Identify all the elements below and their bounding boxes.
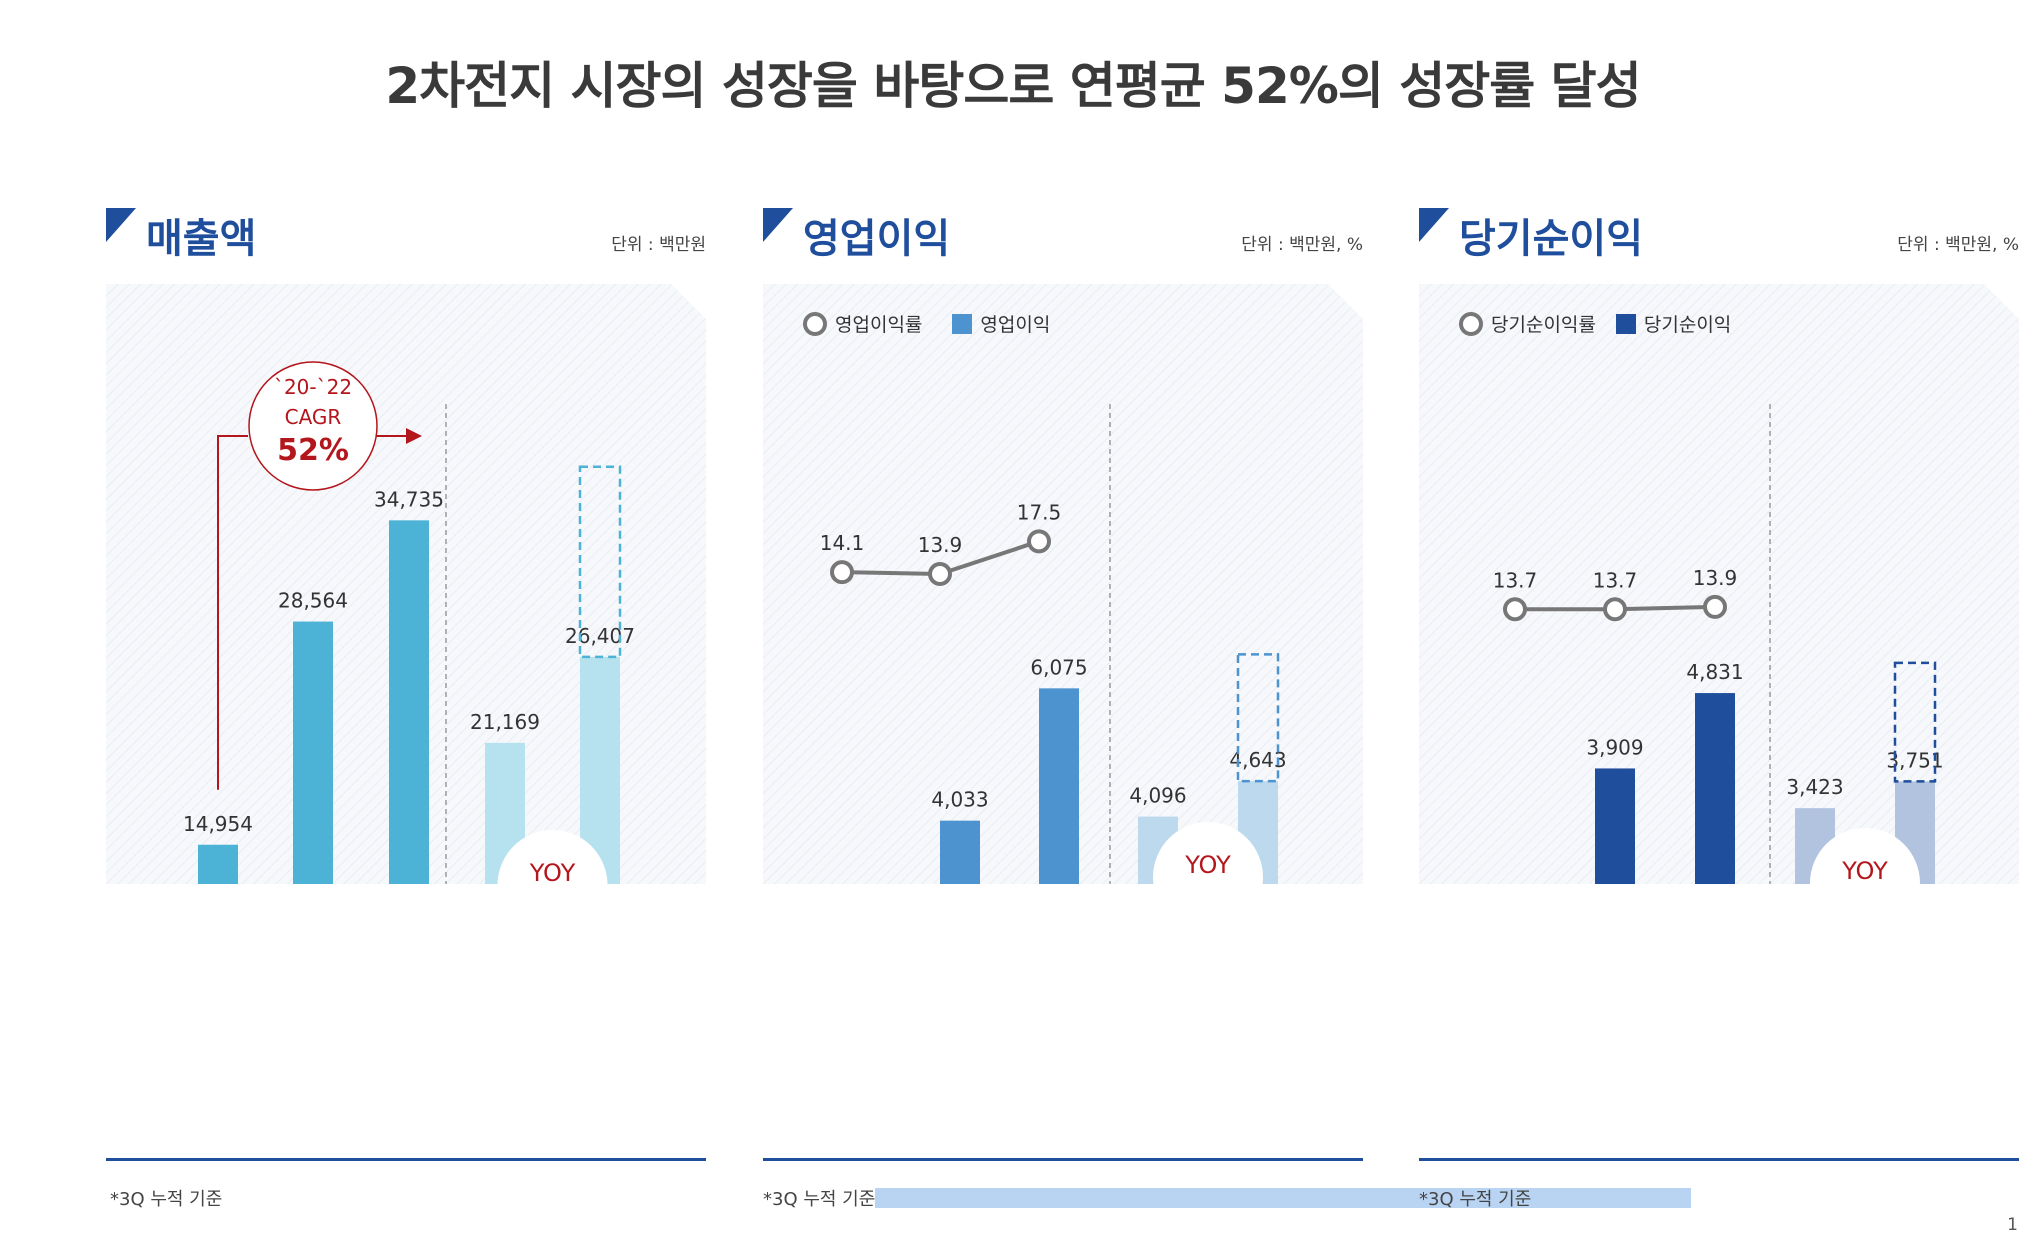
cagr-arrow-icon	[406, 428, 422, 444]
bottom-rule	[763, 1158, 1363, 1161]
legend-line-label: 당기순이익률	[1491, 314, 1596, 336]
margin-label: 13.7	[1593, 568, 1638, 592]
data-label: 3,909	[1586, 735, 1643, 759]
projected-box	[1893, 661, 1937, 783]
margin-point	[1503, 597, 1527, 622]
legend: 영업이익률 영업이익	[803, 310, 1050, 337]
bar-2021	[940, 820, 980, 884]
net-income-chart: 2,05020203,90920214,83120223,4232022.3Q3…	[1493, 404, 1944, 884]
net-income-title: 당기순이익	[1459, 216, 1643, 262]
data-label: 4,831	[1686, 660, 1743, 684]
legend-bar-label: 당기순이익	[1643, 314, 1732, 336]
operating-profit-unit: 단위 : 백만원, %	[1241, 235, 1363, 255]
yoy-label: YOY	[1184, 851, 1231, 879]
cagr-value: 52%	[277, 433, 349, 468]
yoy-badge	[1810, 828, 1920, 884]
data-label: 6,075	[1030, 655, 1087, 679]
chart-background	[1419, 284, 2019, 884]
margin-label: 13.9	[918, 533, 963, 557]
cagr-period: `20-`22	[274, 375, 352, 399]
margin-label: 13.7	[1493, 568, 1538, 592]
legend-line-icon	[803, 311, 827, 336]
cagr-connector	[217, 435, 248, 790]
bar-2022	[1695, 693, 1735, 884]
data-label: 21,169	[470, 710, 540, 734]
margin-label: 14.1	[820, 531, 865, 555]
revenue-note: *3Q 누적 기준	[110, 1189, 223, 1210]
page-title: 2차전지 시장의 성장을 바탕으로 연평균 52%의 성장률 달성	[385, 57, 1641, 115]
bar-2021	[1595, 768, 1635, 884]
margin-point	[1603, 597, 1627, 622]
bottom-rule	[1419, 1158, 2019, 1161]
net-income-panel: 당기순이익 단위 : 백만원, % 당기순이익률 당기순이익 2,0502020…	[1419, 200, 2019, 1190]
data-label: 4,096	[1129, 784, 1186, 808]
chart-background	[763, 284, 1363, 884]
note-highlight	[875, 1188, 1691, 1208]
net-income-note: *3Q 누적 기준	[1419, 1189, 1532, 1210]
margin-point	[830, 560, 854, 585]
projected-box	[1236, 653, 1280, 783]
bar-2022	[389, 520, 429, 884]
operating-profit-chart: 2,07620204,03320216,07520224,0962022.3Q4…	[820, 404, 1287, 884]
legend-line-label: 영업이익률	[835, 314, 923, 336]
revenue-panel: 매출액 단위 : 백만원 14,954202028,564202134,7352…	[106, 200, 706, 1190]
data-label: 34,735	[374, 487, 444, 511]
margin-point	[928, 561, 952, 586]
margin-point	[1027, 529, 1051, 554]
legend-bar-icon	[1615, 313, 1636, 334]
data-label: 28,564	[278, 589, 348, 613]
data-label: 26,407	[565, 624, 635, 648]
margin-label: 13.9	[1693, 566, 1738, 590]
revenue-title: 매출액	[146, 216, 257, 262]
operating-profit-title: 영업이익	[803, 216, 951, 262]
yoy-value: +13%	[1171, 883, 1244, 884]
bar-2022	[1039, 688, 1079, 884]
title-marker-icon	[763, 208, 793, 242]
revenue-chart: 14,954202028,564202134,735202221,1692022…	[183, 361, 635, 884]
bottom-rule	[106, 1158, 706, 1161]
bar-2021	[293, 621, 333, 884]
bar-2020	[198, 844, 238, 884]
margin-point	[1703, 594, 1727, 619]
title-marker-icon	[106, 208, 136, 242]
legend-bar-label: 영업이익	[980, 314, 1051, 336]
yoy-badge	[1153, 822, 1263, 884]
legend: 당기순이익률 당기순이익	[1459, 310, 1731, 337]
legend-bar-icon	[952, 313, 973, 334]
cagr-label: CAGR	[285, 405, 342, 429]
yoy-label: YOY	[529, 859, 576, 884]
data-label: 4,033	[931, 788, 988, 812]
yoy-badge	[497, 830, 608, 884]
margin-label: 17.5	[1017, 500, 1062, 524]
yoy-label: YOY	[1841, 857, 1888, 884]
title-marker-icon	[1419, 208, 1449, 242]
projected-box	[578, 465, 622, 659]
revenue-unit: 단위 : 백만원	[611, 235, 706, 255]
operating-profit-panel: 영업이익 단위 : 백만원, % 영업이익률 영업이익 2,07620204,0…	[763, 200, 1363, 1190]
data-label: 14,954	[183, 812, 253, 836]
legend-line-icon	[1459, 311, 1483, 336]
page-number: 1	[2007, 1215, 2018, 1235]
operating-profit-note: *3Q 누적 기준	[763, 1189, 876, 1210]
data-label: 3,423	[1786, 775, 1843, 799]
net-income-unit: 단위 : 백만원, %	[1897, 235, 2019, 255]
cagr-badge	[248, 361, 378, 491]
